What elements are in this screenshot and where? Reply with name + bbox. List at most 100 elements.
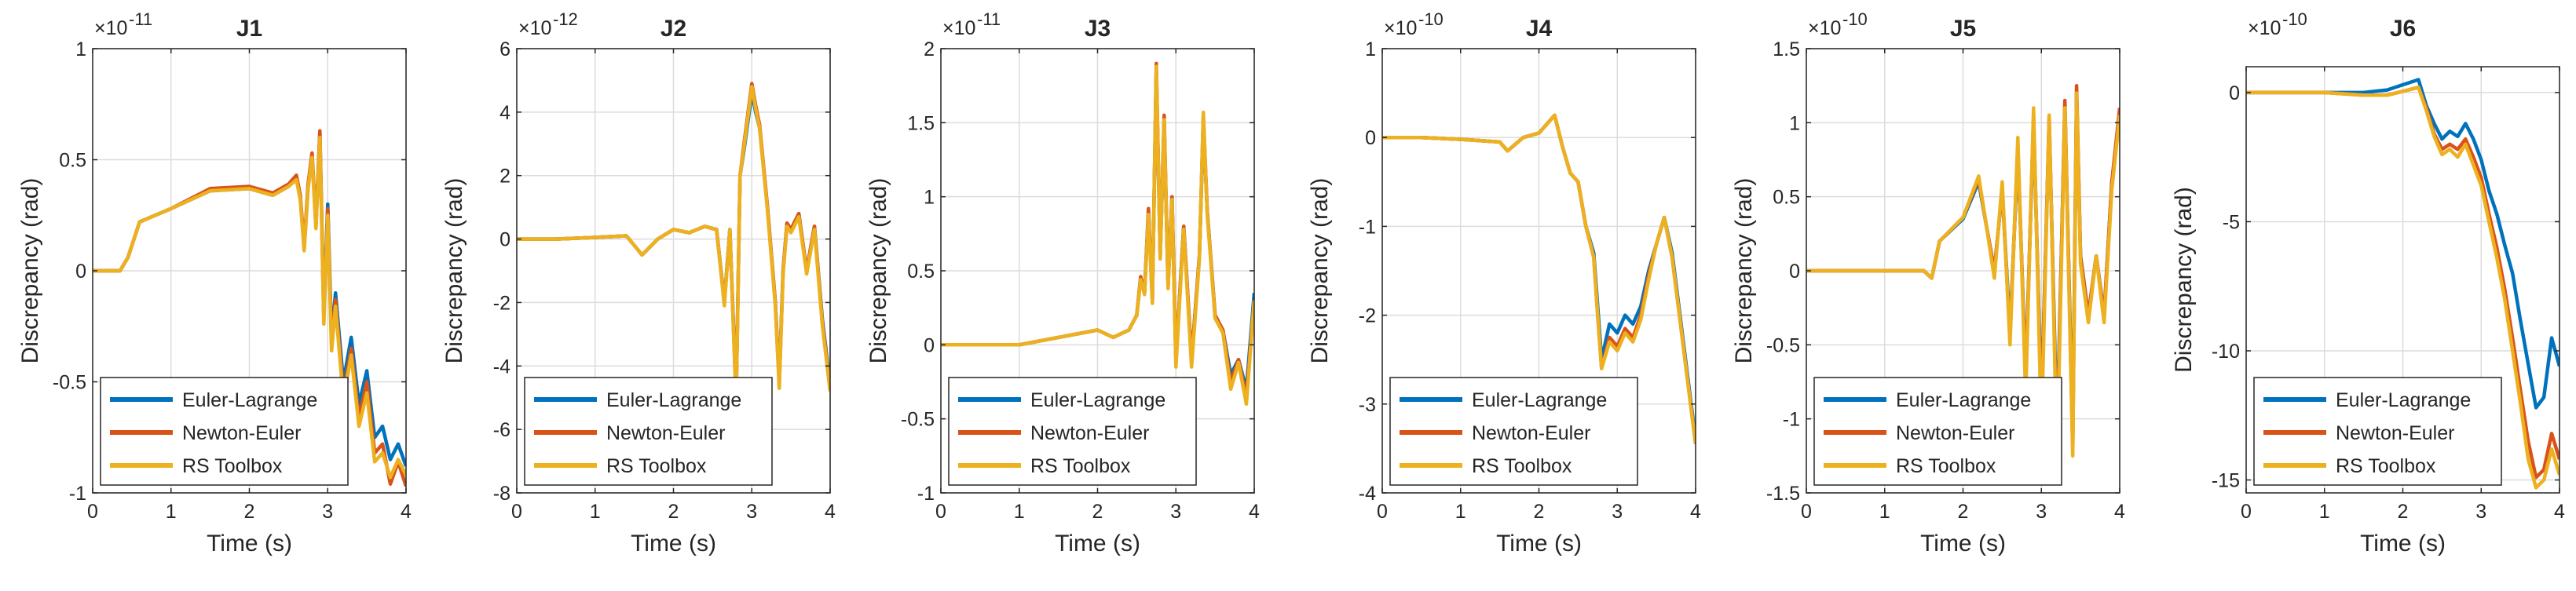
axis-exponent: -11 [977,9,1001,29]
chart-title: J1 [236,16,262,42]
chart-title: J4 [1526,16,1553,42]
y-tick-label: -2 [493,292,510,314]
y-tick-label: 0.5 [907,261,935,283]
y-axis-label: Discrepancy (rad) [17,178,43,364]
series-line-rs-toolbox [941,64,1254,407]
x-tick-label: 1 [2319,501,2330,523]
x-tick-label: 0 [1377,501,1388,523]
x-axis-label: Time (s) [207,531,292,556]
axis-multiplier: ×10 [1384,17,1417,39]
series-group [1382,113,1696,444]
x-tick-label: 4 [1249,501,1260,523]
x-axis-label: Time (s) [1496,531,1582,556]
series-line-rs-toolbox [517,85,830,407]
x-tick-label: 0 [87,501,98,523]
y-tick-label: 0.5 [59,150,86,172]
y-tick-label: -1 [917,483,935,505]
y-axis-label: Discrepancy (rad) [1307,178,1333,364]
legend-entry: Newton-Euler [606,422,725,444]
legend-entry: RS Toolbox [1030,455,1131,477]
y-tick-label: -15 [2212,470,2240,492]
x-tick-label: 1 [1014,501,1025,523]
y-tick-label: -0.5 [901,409,935,431]
y-tick-label: 0 [924,334,935,356]
legend: Euler-Lagrange Newton-Euler RS Toolbox [2253,377,2502,486]
y-tick-label: -0.5 [53,372,86,394]
y-tick-label: -2 [1359,305,1376,327]
axis-multiplier: ×10 [942,17,975,39]
x-tick-label: 2 [1534,501,1545,523]
chart-panel-j5: 0 1 2 3 4 -1.5 -1 -0.5 0 0.5 1 1.5 ×10 -10 J5 Time (s) D… [1731,9,2125,556]
legend-entry: Euler-Lagrange [606,389,741,411]
x-tick-label: 1 [166,501,177,523]
chart-panel-j1: 0 1 2 3 4 -1 -0.5 0 0.5 1 ×10 -11 J1 Time (s) Discrepa… [17,9,412,556]
x-axis-label: Time (s) [1920,531,2006,556]
legend-entry: Euler-Lagrange [2336,389,2471,411]
series-group [2246,78,2560,490]
y-tick-label: 0 [499,229,510,251]
y-tick-label: 1 [75,38,86,60]
y-tick-label: -5 [2223,211,2240,233]
legend-entry: RS Toolbox [1472,455,1572,477]
legend-entry: Euler-Lagrange [1472,389,1607,411]
chart-panel-j2: 0 1 2 3 4 -8 -6 -4 -2 0 2 4 6 ×10 -12 J2 Time (s) Discrep… [441,9,836,556]
x-tick-label: 2 [2398,501,2409,523]
legend-entry: Euler-Lagrange [182,389,317,411]
chart-title: J3 [1085,16,1111,42]
legend-entry: RS Toolbox [606,455,707,477]
y-axis-label: Discrepancy (rad) [2171,187,2197,373]
chart-panel-j3: 0 1 2 3 4 -1 -0.5 0 0.5 1 1.5 2 ×10 -11 J3 Time (s) Disc… [865,9,1260,556]
x-tick-label: 4 [1690,501,1701,523]
axis-multiplier: ×10 [2248,17,2281,39]
x-tick-label: 1 [590,501,601,523]
chart-title: J6 [2390,16,2416,42]
axis-multiplier: ×10 [518,17,551,39]
y-tick-label: -1 [69,483,86,505]
x-tick-label: 3 [2475,501,2486,523]
y-tick-label: -8 [493,483,510,505]
series-line-rs-toolbox [2246,86,2560,490]
series-group [93,129,406,487]
y-tick-label: 0 [2229,82,2240,104]
x-tick-label: 3 [2036,501,2047,523]
chart-title: J5 [1950,16,1976,42]
x-tick-label: 4 [825,501,836,523]
y-axis-label: Discrepancy (rad) [1731,178,1757,364]
legend: Euler-Lagrange Newton-Euler RS Toolbox [948,377,1197,486]
x-tick-label: 0 [2241,501,2252,523]
y-tick-label: 1 [1365,38,1376,60]
legend-entry: Euler-Lagrange [1896,389,2031,411]
series-line-rs-toolbox [1382,113,1696,444]
x-tick-label: 1 [1879,501,1890,523]
y-tick-label: 0.5 [1773,187,1800,209]
x-tick-label: 3 [1612,501,1623,523]
y-tick-label: 1 [1789,112,1800,134]
x-axis-label: Time (s) [2360,531,2446,556]
legend-entry: RS Toolbox [2336,455,2436,477]
x-tick-label: 1 [1455,501,1466,523]
x-tick-label: 3 [322,501,333,523]
y-tick-label: 6 [499,38,510,60]
x-tick-label: 4 [2114,501,2125,523]
series-line-rs-toolbox [93,135,406,480]
legend: Euler-Lagrange Newton-Euler RS Toolbox [1813,377,2062,486]
axis-exponent: -12 [553,9,578,29]
x-tick-label: 2 [1092,501,1103,523]
x-tick-label: 0 [935,501,946,523]
y-tick-label: 2 [924,38,935,60]
y-tick-label: 0 [75,261,86,283]
y-tick-label: 0 [1365,127,1376,149]
x-tick-label: 0 [1801,501,1812,523]
axis-exponent: -10 [1842,9,1868,29]
axis-exponent: -11 [129,9,152,29]
x-tick-label: 4 [401,501,412,523]
y-tick-label: 0 [1789,261,1800,283]
x-tick-label: 3 [746,501,757,523]
y-tick-label: -1 [1783,409,1800,431]
x-tick-label: 4 [2554,501,2565,523]
y-tick-label: -1 [1359,216,1376,238]
x-tick-label: 2 [244,501,255,523]
y-tick-label: 4 [499,102,510,124]
series-line-euler-lagrange [2246,78,2560,410]
